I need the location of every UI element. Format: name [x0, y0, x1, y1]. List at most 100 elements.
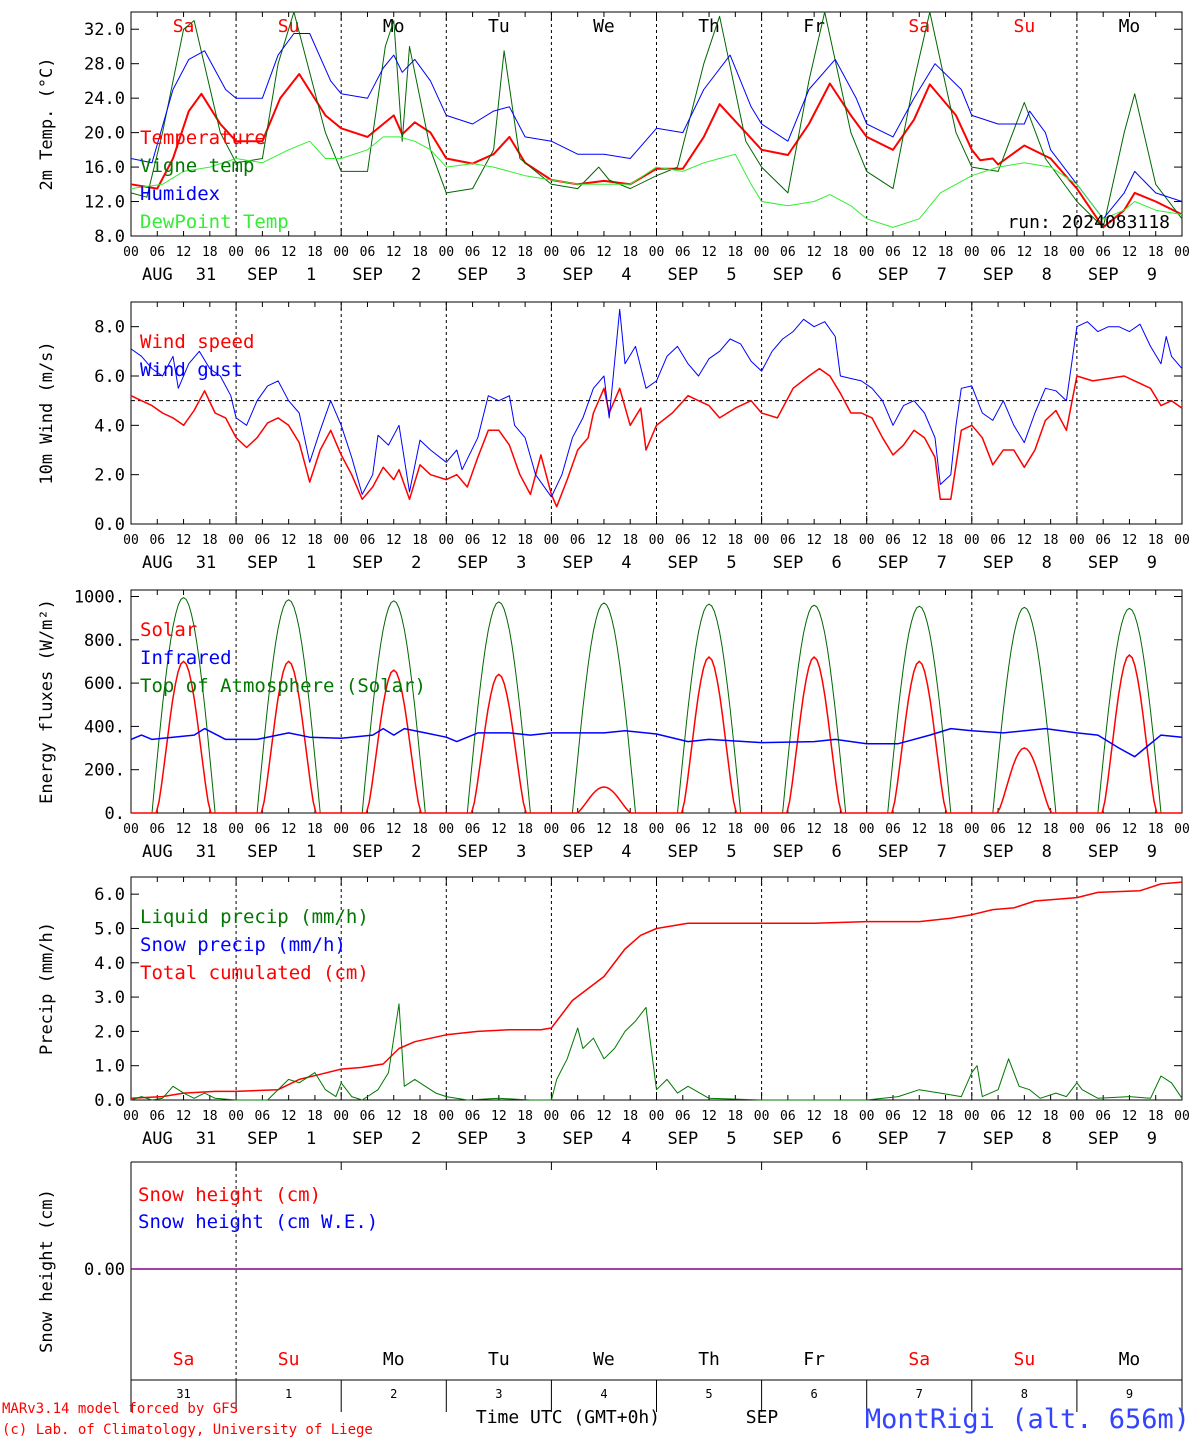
- wind-hour-label: 06: [780, 533, 796, 548]
- wind-legend-entry: Wind speed: [140, 331, 254, 353]
- wind-hour-label: 00: [964, 533, 980, 548]
- energy-hour-label: 06: [255, 822, 271, 837]
- energy-frame: [130, 589, 1183, 814]
- wind-date-label-month: SEP: [247, 553, 278, 573]
- energy-date-label-month: SEP: [562, 842, 593, 862]
- temp-y-tick-label: 20.0: [84, 124, 125, 144]
- wind-hour-label: 06: [1095, 533, 1111, 548]
- wind-date-label-month: SEP: [352, 553, 383, 573]
- temp-hour-label: 06: [149, 245, 165, 260]
- precip-y-tick-label: 6.0: [94, 885, 125, 905]
- precip-hour-label: 00: [649, 1109, 665, 1124]
- snow-day-number: 31: [176, 1387, 190, 1401]
- temp-hour-label: 12: [806, 245, 822, 260]
- energy-hour-label: 12: [701, 822, 717, 837]
- energy-hour-label: 12: [176, 822, 192, 837]
- temp-date-label-month: SEP: [457, 265, 488, 285]
- wind-date-label-day: 7: [937, 553, 947, 573]
- energy-hour-label: 12: [491, 822, 507, 837]
- wind-hour-label-end: 00: [1174, 533, 1190, 548]
- temp-series-dewpoint-temp: [130, 136, 1183, 228]
- temp-day-name: Sa: [173, 16, 195, 37]
- wind-hour-label: 00: [649, 533, 665, 548]
- energy-hour-label: 06: [1095, 822, 1111, 837]
- precip-hour-label: 12: [281, 1109, 297, 1124]
- energy-date-label-month: SEP: [668, 842, 699, 862]
- precip-hour-label: 18: [622, 1109, 638, 1124]
- energy-hour-label: 18: [202, 822, 218, 837]
- energy-hour-label: 00: [964, 822, 980, 837]
- precip-hour-label: 06: [465, 1109, 481, 1124]
- precip-date-label-month: AUG: [142, 1129, 173, 1149]
- temp-date-label-month: SEP: [878, 265, 909, 285]
- wind-hour-label: 06: [570, 533, 586, 548]
- precip-y-tick-label: 1.0: [94, 1057, 125, 1077]
- temp-day-name: Su: [1014, 16, 1036, 37]
- energy-y-tick-label: 200.: [84, 761, 125, 781]
- energy-y-tick-label: 0.: [105, 804, 125, 824]
- energy-hour-label: 18: [833, 822, 849, 837]
- temp-series-temperature: [130, 73, 1183, 229]
- wind-hour-label: 00: [754, 533, 770, 548]
- precip-hour-label: 12: [701, 1109, 717, 1124]
- wind-hour-label: 06: [465, 533, 481, 548]
- energy-hour-label: 18: [412, 822, 428, 837]
- temp-hour-label: 06: [570, 245, 586, 260]
- energy-date-label-day: 6: [831, 842, 841, 862]
- precip-hour-label: 18: [412, 1109, 428, 1124]
- temp-hour-label: 00: [754, 245, 770, 260]
- temp-hour-label: 18: [938, 245, 954, 260]
- temp-y-tick-label: 12.0: [84, 193, 125, 213]
- temp-date-label-day: 3: [516, 265, 526, 285]
- wind-hour-label: 12: [176, 533, 192, 548]
- temp-hour-label: 12: [701, 245, 717, 260]
- precip-date-label-month: SEP: [562, 1129, 593, 1149]
- snow-day-name: Fr: [803, 1349, 825, 1370]
- precip-date-label-day: 7: [937, 1129, 947, 1149]
- precip-legend-entry: Total cumulated (cm): [140, 962, 369, 984]
- precip-hour-label: 00: [859, 1109, 875, 1124]
- precip-hour-label: 18: [938, 1109, 954, 1124]
- wind-hour-label: 12: [911, 533, 927, 548]
- temp-hour-label: 12: [1017, 245, 1033, 260]
- precip-hour-label: 06: [990, 1109, 1006, 1124]
- wind-hour-label: 12: [281, 533, 297, 548]
- energy-date-label-month: SEP: [1088, 842, 1119, 862]
- wind-hour-label: 06: [149, 533, 165, 548]
- wind-hour-label: 00: [228, 533, 244, 548]
- precip-hour-label: 00: [544, 1109, 560, 1124]
- snow-day-number: 7: [916, 1387, 923, 1401]
- footer-lab-credit: (c) Lab. of Climatology, University of L…: [2, 1422, 373, 1438]
- energy-hour-label: 06: [990, 822, 1006, 837]
- temp-legend-entry: DewPoint Temp: [140, 211, 289, 233]
- energy-date-label-month: AUG: [142, 842, 173, 862]
- precip-hour-label: 06: [570, 1109, 586, 1124]
- temp-hour-label: 06: [1095, 245, 1111, 260]
- energy-hour-label: 06: [780, 822, 796, 837]
- energy-series-infrared: [130, 727, 1183, 758]
- temp-hour-label: 00: [544, 245, 560, 260]
- energy-date-label-day: 1: [306, 842, 316, 862]
- temp-y-tick-label: 24.0: [84, 89, 125, 109]
- precip-hour-label: 00: [964, 1109, 980, 1124]
- energy-date-label-day: 31: [196, 842, 216, 862]
- wind-y-tick-label: 6.0: [94, 367, 125, 387]
- temp-date-label-month: SEP: [247, 265, 278, 285]
- energy-hour-label: 18: [307, 822, 323, 837]
- temp-hour-label-end: 00: [1174, 245, 1190, 260]
- wind-date-label-month: SEP: [773, 553, 804, 573]
- temp-date-label-day: 2: [411, 265, 421, 285]
- temp-date-label-day: 7: [937, 265, 947, 285]
- precip-date-label-month: SEP: [878, 1129, 909, 1149]
- precip-hour-label: 06: [149, 1109, 165, 1124]
- energy-hour-label: 00: [333, 822, 349, 837]
- energy-date-label-day: 9: [1147, 842, 1157, 862]
- temp-hour-label: 00: [859, 245, 875, 260]
- energy-hour-label: 12: [1122, 822, 1138, 837]
- precip-date-label-day: 9: [1147, 1129, 1157, 1149]
- precip-y-tick-label: 0.0: [94, 1091, 125, 1111]
- precip-hour-label: 12: [491, 1109, 507, 1124]
- temp-hour-label: 06: [990, 245, 1006, 260]
- precip-date-label-day: 2: [411, 1129, 421, 1149]
- temp-hour-label: 06: [360, 245, 376, 260]
